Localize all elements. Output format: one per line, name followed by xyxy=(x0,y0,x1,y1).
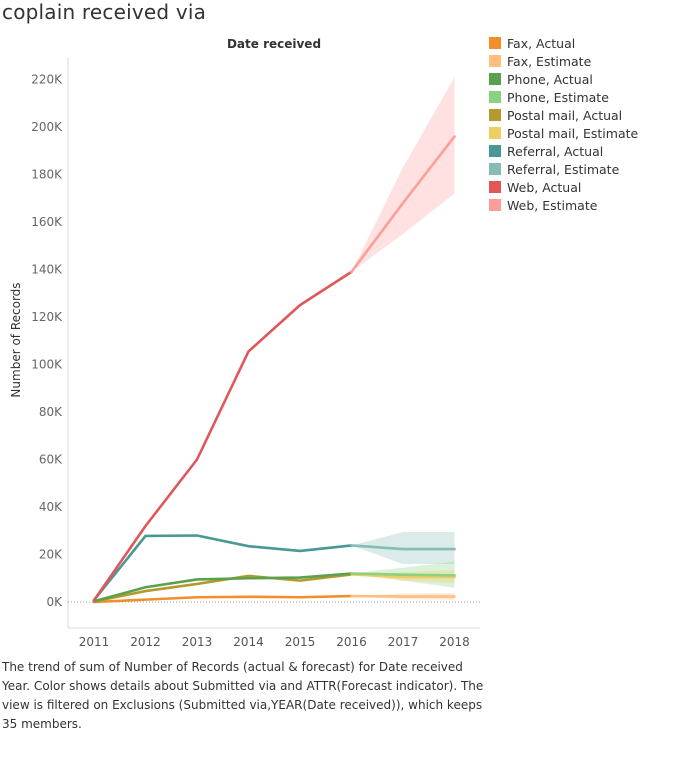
series-line xyxy=(92,572,353,603)
legend-item[interactable]: Fax, Estimate xyxy=(489,52,638,70)
legend-swatch xyxy=(489,145,501,157)
line-chart: 0K 20K 40K 60K 80K 100K 120K 140K 160K 180K 200K 22… xyxy=(9,37,480,649)
legend-label: Fax, Estimate xyxy=(507,53,592,69)
y-tick-label: 40K xyxy=(39,500,63,514)
legend-item[interactable]: Referral, Actual xyxy=(489,142,638,160)
legend-swatch xyxy=(489,55,501,67)
y-tick-label: 120K xyxy=(31,310,63,324)
y-tick-label: 80K xyxy=(39,405,63,419)
legend-item[interactable]: Postal mail, Estimate xyxy=(489,124,638,142)
y-axis-title: Number of Records xyxy=(9,282,23,397)
legend-swatch xyxy=(489,127,501,139)
legend-swatch xyxy=(489,163,501,175)
legend-label: Referral, Estimate xyxy=(507,161,620,177)
legend-item[interactable]: Phone, Estimate xyxy=(489,88,638,106)
series-line xyxy=(350,573,456,579)
legend-label: Phone, Actual xyxy=(507,71,593,87)
series-line xyxy=(350,544,456,551)
series-line xyxy=(92,594,353,604)
y-tick-label: 20K xyxy=(39,548,63,562)
legend-label: Postal mail, Estimate xyxy=(507,125,639,141)
series-line xyxy=(92,534,353,602)
x-tick-label: 2014 xyxy=(233,635,264,649)
legend-item[interactable]: Web, Estimate xyxy=(489,196,638,214)
y-tick-label: 140K xyxy=(31,263,63,277)
y-tick-label: 60K xyxy=(39,453,63,467)
chart-caption: The trend of sum of Number of Records (a… xyxy=(2,660,484,731)
legend-label: Web, Actual xyxy=(507,179,582,195)
legend-label: Postal mail, Actual xyxy=(507,107,623,123)
x-axis: 2011 2012 2013 2014 2015 2016 2017 2018 xyxy=(79,635,470,649)
y-tick-label: 220K xyxy=(31,73,63,87)
legend-swatch xyxy=(489,199,501,211)
series-line xyxy=(350,572,456,577)
legend-item[interactable]: Fax, Actual xyxy=(489,34,638,52)
x-tick-label: 2015 xyxy=(285,635,316,649)
x-tick-label: 2011 xyxy=(79,635,110,649)
x-tick-label: 2012 xyxy=(130,635,161,649)
legend-item[interactable]: Web, Actual xyxy=(489,178,638,196)
legend-item[interactable]: Phone, Actual xyxy=(489,70,638,88)
legend: Fax, Actual Fax, Estimate Phone, Actual Pho… xyxy=(489,34,638,214)
y-axis: 0K 20K 40K 60K 80K 100K 120K 140K 160K 180K 200K 22… xyxy=(31,73,63,610)
chart-title: Date received xyxy=(227,37,321,51)
y-tick-label: 180K xyxy=(31,168,63,182)
series-line xyxy=(350,135,456,274)
legend-item[interactable]: Referral, Estimate xyxy=(489,160,638,178)
legend-label: Phone, Estimate xyxy=(507,89,609,105)
x-tick-label: 2016 xyxy=(336,635,367,649)
plot-area xyxy=(67,58,480,629)
legend-swatch xyxy=(489,73,501,85)
x-tick-label: 2018 xyxy=(439,635,470,649)
legend-label: Web, Estimate xyxy=(507,197,598,213)
legend-swatch xyxy=(489,181,501,193)
legend-label: Referral, Actual xyxy=(507,143,604,159)
legend-swatch xyxy=(489,109,501,121)
y-tick-label: 200K xyxy=(31,120,63,134)
legend-label: Fax, Actual xyxy=(507,35,576,51)
series-line xyxy=(92,270,353,602)
legend-swatch xyxy=(489,91,501,103)
forecast-band xyxy=(351,77,455,272)
x-tick-label: 2017 xyxy=(388,635,419,649)
legend-swatch xyxy=(489,37,501,49)
series-lines xyxy=(92,135,456,604)
y-tick-label: 0K xyxy=(46,595,63,609)
y-tick-label: 160K xyxy=(31,215,63,229)
x-tick-label: 2013 xyxy=(182,635,213,649)
y-tick-label: 100K xyxy=(31,358,63,372)
legend-item[interactable]: Postal mail, Actual xyxy=(489,106,638,124)
page-title: coplain received via xyxy=(2,0,207,24)
